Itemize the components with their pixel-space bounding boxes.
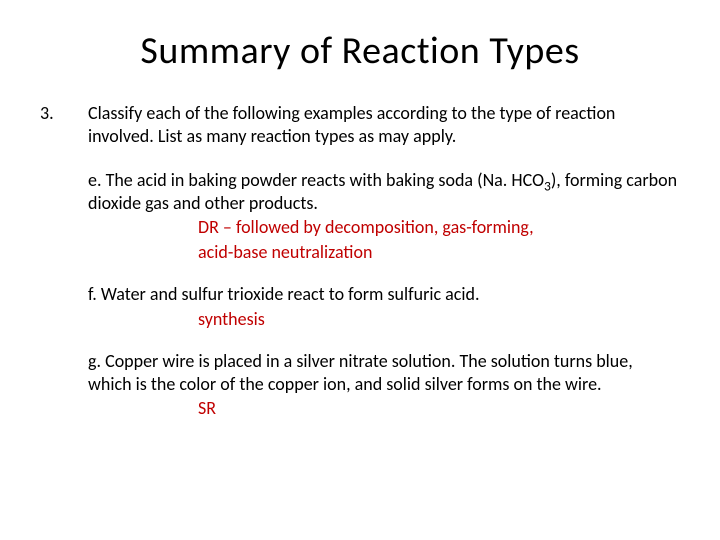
slide-title: Summary of Reaction Types bbox=[40, 28, 680, 74]
body-row: 3. Classify each of the following exampl… bbox=[40, 102, 680, 440]
content-column: Classify each of the following examples … bbox=[88, 102, 680, 440]
example-f-body: Water and sulfur trioxide react to form … bbox=[101, 283, 480, 305]
example-e-subscript: 3 bbox=[544, 178, 551, 195]
example-f-label: f. bbox=[88, 283, 101, 305]
example-e-label: e. bbox=[88, 169, 106, 191]
instruction-text: Classify each of the following examples … bbox=[88, 102, 680, 147]
example-g: g. Copper wire is placed in a silver nit… bbox=[88, 350, 680, 420]
example-e-text: e. The acid in baking powder reacts with… bbox=[88, 169, 677, 214]
slide: Summary of Reaction Types 3. Classify ea… bbox=[0, 0, 720, 540]
list-number: 3. bbox=[40, 102, 88, 124]
example-g-answer: SR bbox=[198, 397, 680, 420]
example-g-label: g. bbox=[88, 350, 105, 372]
example-g-body: Copper wire is placed in a silver nitrat… bbox=[88, 350, 633, 395]
example-e-answer-line1: DR – followed by decomposition, gas-form… bbox=[198, 216, 680, 239]
example-f-text: f. Water and sulfur trioxide react to fo… bbox=[88, 283, 480, 305]
example-e-answer-line2: acid-base neutralization bbox=[198, 241, 680, 264]
example-e-text-before: The acid in baking powder reacts with ba… bbox=[106, 169, 544, 191]
example-f-answer: synthesis bbox=[198, 308, 680, 331]
example-e: e. The acid in baking powder reacts with… bbox=[88, 169, 680, 263]
example-g-text: g. Copper wire is placed in a silver nit… bbox=[88, 350, 633, 395]
example-f: f. Water and sulfur trioxide react to fo… bbox=[88, 283, 680, 330]
